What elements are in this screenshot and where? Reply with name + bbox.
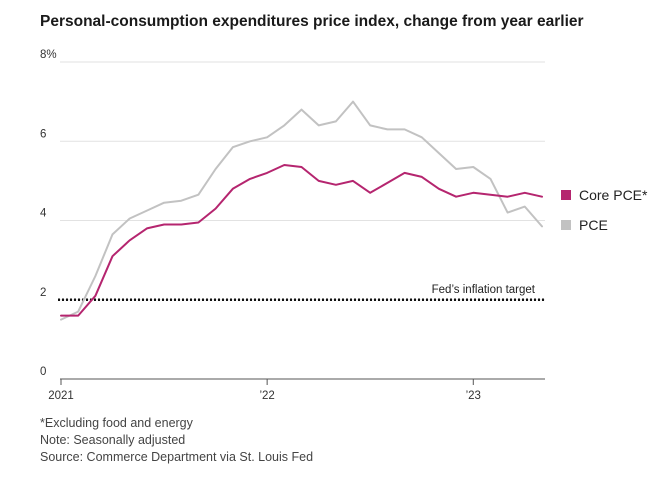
legend-label: PCE — [579, 217, 608, 233]
target-reference: Fed’s inflation target — [58, 284, 545, 301]
x-tick-label: ’23 — [466, 390, 481, 402]
x-tick-label: ’22 — [259, 390, 274, 402]
legend-label: Core PCE* — [579, 187, 648, 203]
y-tick-label: 8% — [40, 49, 57, 61]
series-line-pce — [60, 100, 543, 321]
footnote-text: *Excluding food and energy — [40, 416, 193, 430]
series-line-core-pce — [60, 164, 543, 317]
gridlines — [60, 61, 545, 301]
y-tick-label: 0 — [40, 366, 46, 378]
target-label: Fed’s inflation target — [432, 284, 536, 296]
y-tick-label: 4 — [40, 208, 47, 220]
line-chart: Fed’s inflation target 8%64202021’22’23 … — [40, 49, 648, 402]
series-lines — [60, 100, 543, 321]
x-tick-label: 2021 — [48, 390, 74, 402]
y-tick-label: 6 — [40, 128, 46, 140]
legend: Core PCE* PCE — [561, 187, 648, 233]
chart-notes: *Excluding food and energy Note: Seasona… — [40, 415, 313, 466]
legend-swatch — [561, 220, 571, 230]
legend-swatch — [561, 190, 571, 200]
chart-title: Personal-consumption expenditures price … — [40, 13, 584, 30]
source-note: Source: Commerce Department via St. Loui… — [40, 450, 314, 464]
adjustment-note: Note: Seasonally adjusted — [40, 433, 186, 447]
y-tick-label: 2 — [40, 287, 46, 299]
